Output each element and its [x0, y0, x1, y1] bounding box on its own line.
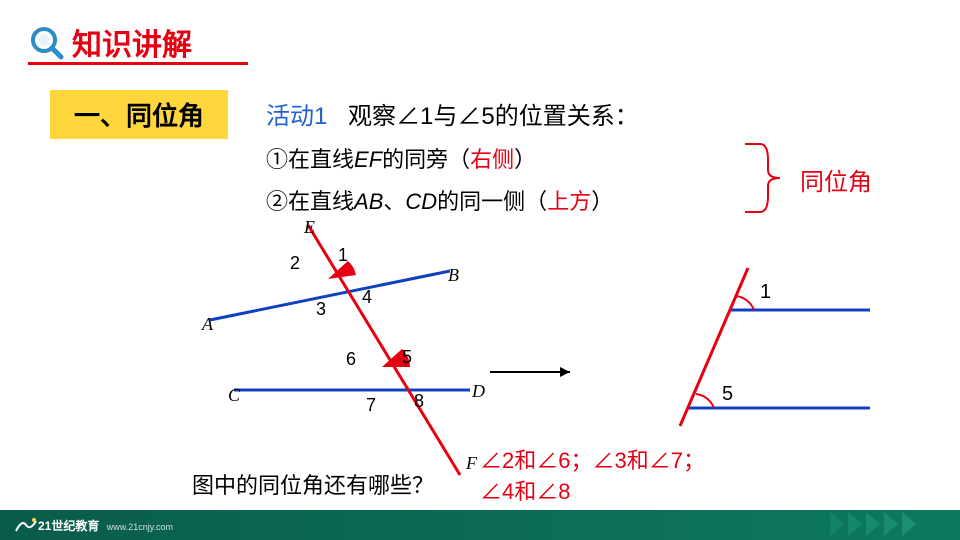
corresponding-angle-label: 同位角 — [800, 162, 872, 197]
svg-text:5: 5 — [722, 383, 733, 405]
answer-text: ∠2和∠6；∠3和∠7； ∠4和∠8 — [480, 446, 705, 508]
svg-text:F: F — [465, 453, 478, 473]
svg-text:3: 3 — [316, 299, 326, 319]
svg-text:A: A — [201, 314, 214, 334]
footer-logo-text: 21世纪教育 www.21cnjy.com — [38, 517, 173, 534]
svg-text:1: 1 — [760, 281, 771, 303]
activity-label: 活动1 — [266, 103, 327, 130]
footer-bar: 21世纪教育 www.21cnjy.com — [0, 510, 960, 540]
header-title: 知识讲解 — [72, 20, 192, 64]
svg-text:5: 5 — [402, 347, 412, 367]
arrow-icon — [490, 362, 580, 382]
condition-1: ①在直线EF的同旁（右侧） — [266, 142, 536, 174]
svg-text:C: C — [228, 385, 241, 405]
svg-text:D: D — [471, 381, 485, 401]
footer-chevrons-icon — [830, 512, 940, 536]
svg-text:4: 4 — [362, 287, 372, 307]
bracket-icon — [740, 140, 790, 216]
footer-logo-icon — [12, 515, 38, 535]
condition-2: ②在直线AB、CD的同一侧（上方） — [266, 184, 613, 216]
svg-text:B: B — [448, 265, 459, 285]
svg-text:E: E — [303, 217, 315, 237]
svg-text:7: 7 — [366, 395, 376, 415]
activity-text: 观察∠1与∠5的位置关系： — [348, 103, 639, 130]
svg-text:1: 1 — [338, 245, 348, 265]
right-diagram: 1 5 — [640, 250, 900, 450]
activity-line: 活动1 观察∠1与∠5的位置关系： — [266, 96, 639, 131]
svg-text:8: 8 — [414, 391, 424, 411]
magnifier-icon — [28, 24, 64, 60]
section-badge: 一、同位角 — [50, 90, 228, 139]
question-text: 图中的同位角还有哪些？ — [192, 468, 434, 500]
header-underline — [28, 62, 248, 65]
svg-text:6: 6 — [346, 349, 356, 369]
svg-text:2: 2 — [290, 253, 300, 273]
